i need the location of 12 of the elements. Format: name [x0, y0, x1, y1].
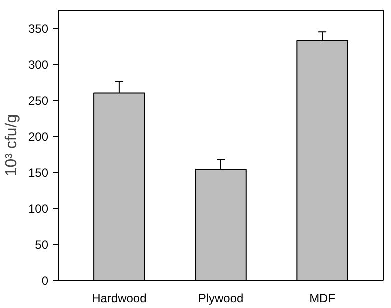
y-tick-label: 250 [28, 94, 49, 108]
y-axis-title: 10³ cfu/g [3, 114, 20, 177]
y-tick-label: 200 [28, 130, 49, 144]
x-tick-label: Hardwood [92, 292, 147, 306]
y-tick-label: 100 [28, 202, 49, 216]
x-tick-label: MDF [310, 292, 336, 306]
y-tick-label: 0 [42, 274, 49, 288]
y-tick-label: 300 [28, 58, 49, 72]
y-tick-label: 350 [28, 22, 49, 36]
y-tick-label: 150 [28, 166, 49, 180]
x-tick-label: Plywood [198, 292, 244, 306]
y-tick-label: 50 [35, 238, 49, 252]
